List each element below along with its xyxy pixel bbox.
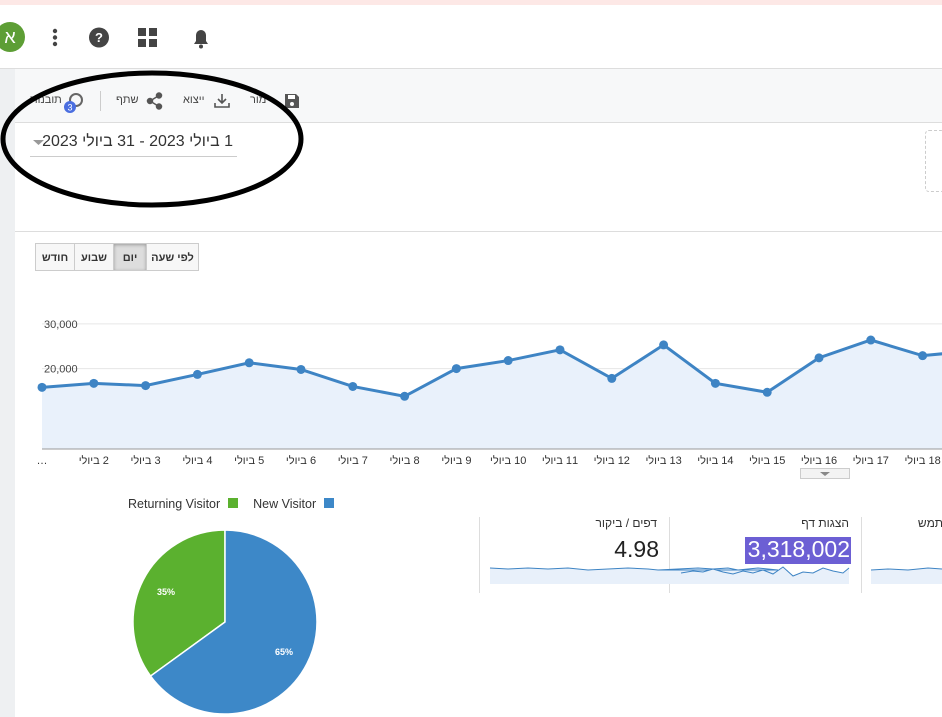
- granularity-button[interactable]: חודש: [35, 243, 75, 271]
- scorecard-title: דפים / ביקור: [595, 516, 657, 530]
- x-tick-label: 16 ביולי: [801, 454, 837, 467]
- scorecard-divider: [669, 517, 670, 593]
- line-point: [141, 381, 151, 391]
- x-tick-label: 11 ביולי: [542, 454, 578, 467]
- export-label[interactable]: ייצוא: [183, 94, 205, 106]
- x-tick-label: 4 ביולי: [182, 454, 212, 467]
- line-point: [451, 364, 461, 374]
- share-icon[interactable]: [146, 92, 164, 110]
- x-tick-label: 18 ביולי: [904, 454, 940, 467]
- sparkline: [489, 567, 779, 571]
- x-tick-label: 13 ביולי: [645, 454, 681, 467]
- x-tick-label: 2 ביולי: [79, 454, 109, 467]
- line-point: [503, 356, 513, 366]
- line-point: [244, 358, 254, 368]
- x-tick-label: 12 ביולי: [594, 454, 630, 467]
- header-border: [0, 68, 942, 69]
- line-point: [37, 382, 47, 392]
- legend-swatch: [323, 498, 334, 508]
- section-border: [15, 231, 942, 232]
- selection-highlight: [745, 537, 851, 564]
- avatar-letter: א: [4, 27, 16, 47]
- x-tick-label: …: [37, 455, 48, 467]
- help-icon[interactable]: ?: [89, 27, 109, 48]
- granularity-button[interactable]: שבוע: [74, 243, 114, 271]
- bell-icon[interactable]: [194, 30, 208, 49]
- x-tick-label: 10 ביולי: [490, 454, 526, 467]
- pie-slice: [149, 529, 318, 715]
- date-underline: [30, 156, 237, 157]
- side-strip: [0, 69, 15, 717]
- sparkline: [680, 566, 850, 577]
- sparkline-area: [681, 567, 849, 584]
- scorecard-title: משתמש: [917, 516, 942, 530]
- svg-text:?: ?: [95, 30, 103, 45]
- collapse-handle[interactable]: [800, 468, 850, 480]
- annotation-oval: [0, 70, 304, 208]
- line-point: [296, 364, 306, 374]
- pie-slice: [132, 529, 226, 678]
- pie-legend: Returning Visitor New Visitor: [128, 497, 334, 511]
- save-icon[interactable]: [284, 93, 300, 109]
- export-icon[interactable]: [213, 92, 231, 110]
- pie-label: 35%: [157, 587, 175, 597]
- date-dropdown-arrow[interactable]: [33, 138, 45, 148]
- x-tick-label: 5 ביולי: [234, 454, 264, 467]
- x-tick-label: 7 ביולי: [338, 454, 368, 467]
- sparkline: [870, 567, 942, 571]
- legend-swatch: [227, 498, 238, 508]
- granularity-button[interactable]: יום: [113, 243, 147, 271]
- line-point: [918, 351, 928, 361]
- legend-label: Returning Visitor: [128, 497, 221, 511]
- top-strip: [0, 0, 942, 5]
- x-tick-label: 17 ביולי: [853, 454, 889, 467]
- date-range[interactable]: 1 ביולי 2023 - 31 ביולי 2023: [42, 133, 233, 150]
- compare-box[interactable]: [925, 130, 942, 192]
- y-tick-label: 20,000: [44, 364, 78, 376]
- line-point: [89, 378, 99, 388]
- pie-chart: 35% 65%: [132, 529, 318, 715]
- scorecard-divider: [479, 517, 480, 593]
- toolbar: [15, 69, 942, 123]
- header-icons: ?: [52, 27, 208, 49]
- line-point: [607, 373, 617, 383]
- legend-label: New Visitor: [253, 497, 317, 511]
- scorecard-value: 4.98: [614, 536, 659, 562]
- pie-label: 65%: [275, 647, 293, 657]
- granularity-button[interactable]: לפי שעה: [146, 243, 199, 271]
- scorecard-title: הצגות דף: [801, 516, 849, 530]
- menu-icon[interactable]: [52, 28, 58, 47]
- line-point: [659, 340, 669, 350]
- line-point: [814, 353, 824, 363]
- insights-icon[interactable]: 3: [62, 90, 86, 114]
- line-point: [762, 387, 772, 397]
- x-tick-label: 9 ביולי: [441, 454, 471, 467]
- x-tick-label: 8 ביולי: [390, 454, 420, 467]
- oval: [0, 70, 304, 208]
- line-point: [710, 378, 720, 388]
- line-area: [42, 340, 942, 449]
- share-label[interactable]: שתף: [116, 94, 139, 106]
- toolbar-separator: [100, 91, 101, 111]
- apps-icon[interactable]: [138, 28, 157, 47]
- sparklines: [489, 566, 942, 584]
- line-point: [192, 369, 202, 379]
- y-tick-label: 30,000: [44, 319, 78, 331]
- sparkline-area: [871, 568, 942, 584]
- x-tick-label: 15 ביולי: [749, 454, 785, 467]
- line-point: [400, 391, 410, 401]
- insights-badge: 3: [67, 103, 72, 113]
- scorecard-value: 3,318,002: [747, 536, 850, 562]
- line-point: [555, 345, 565, 355]
- x-tick-label: 3 ביולי: [131, 454, 161, 467]
- avatar[interactable]: א: [0, 22, 25, 52]
- x-tick-label: 14 ביולי: [697, 454, 733, 467]
- line-point: [348, 381, 358, 391]
- line-point: [866, 335, 876, 345]
- x-tick-label: 6 ביולי: [286, 454, 316, 467]
- scorecard-divider: [861, 517, 862, 593]
